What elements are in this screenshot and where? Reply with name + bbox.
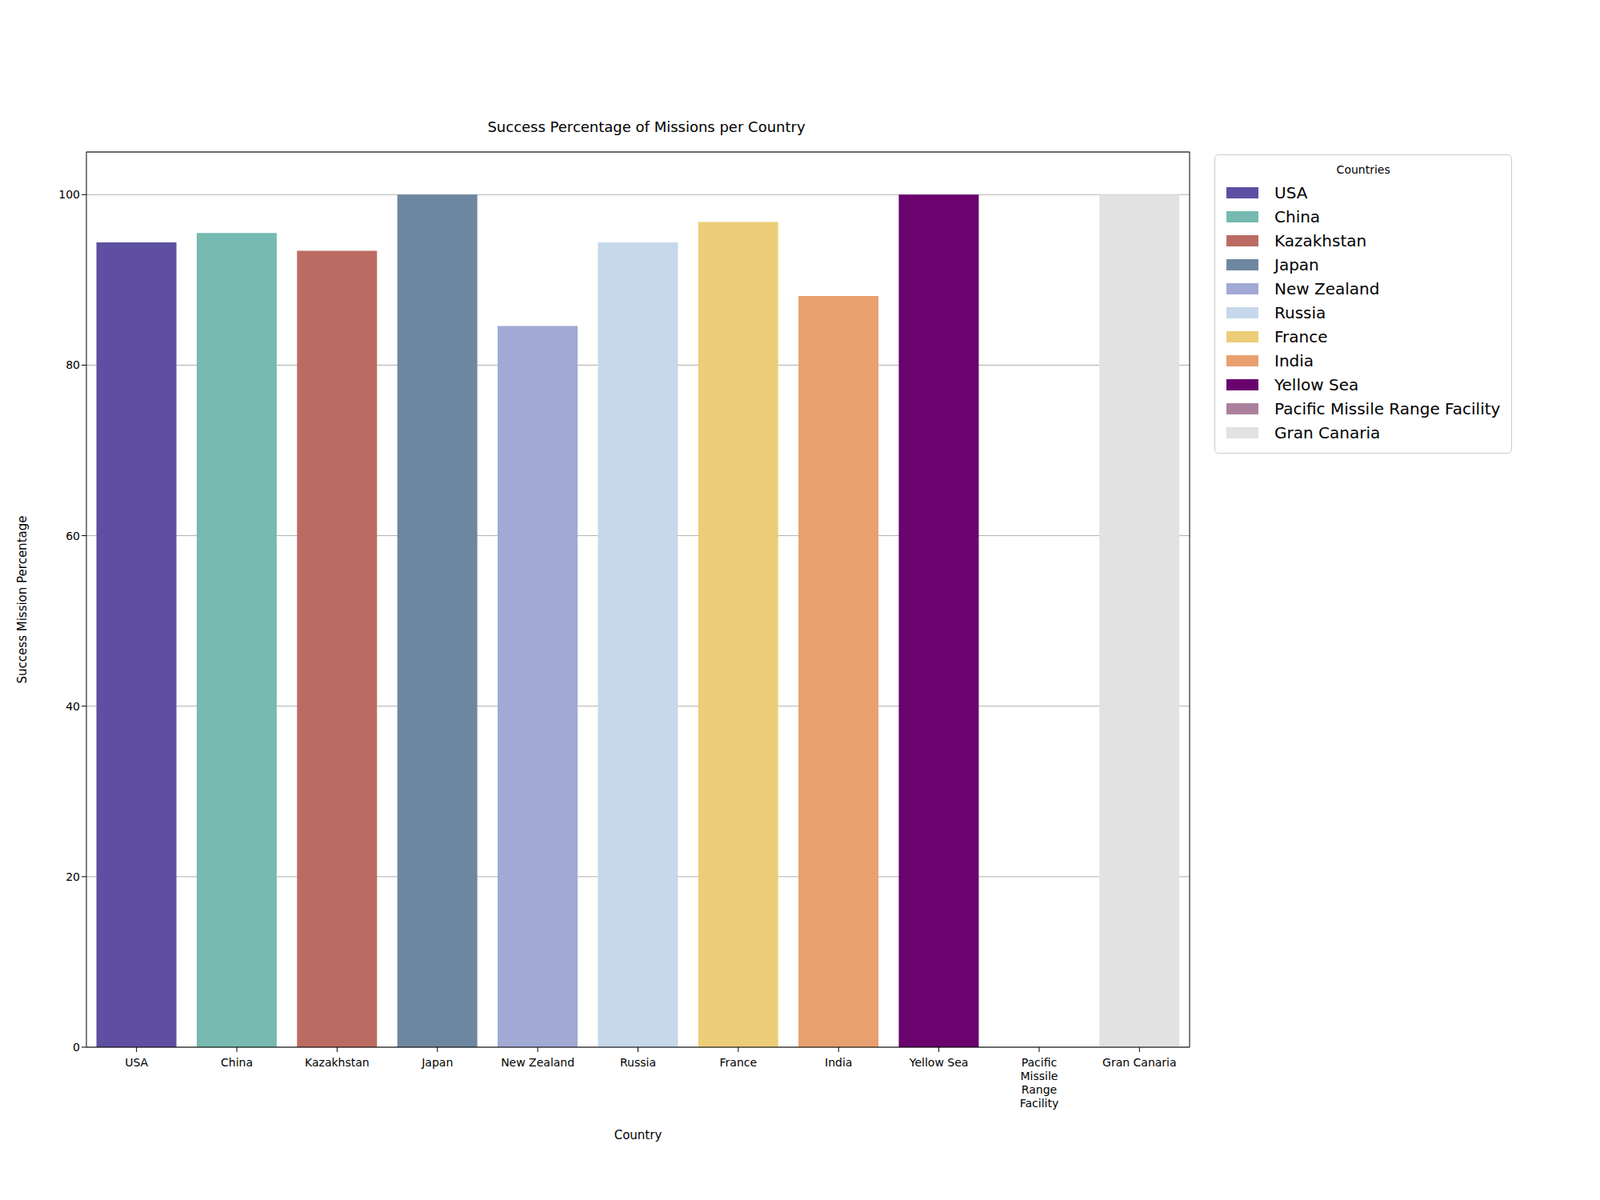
html-text:China: China	[1274, 207, 1321, 227]
svg-text:Gran Canaria: Gran Canaria	[1102, 1056, 1177, 1069]
html-text:India: India	[1274, 351, 1314, 371]
svg-text:100: 100	[58, 188, 80, 201]
html-text:Japan: Japan	[1274, 255, 1320, 275]
svg-text:USA: USA	[124, 1056, 148, 1069]
svg-text:Russia: Russia	[620, 1056, 656, 1069]
svg-text:40: 40	[65, 700, 80, 713]
html-text:Russia: Russia	[1274, 303, 1326, 323]
html-text:Pacific Missile Range Facility: Pacific Missile Range Facility	[1274, 399, 1501, 419]
svg-text:0: 0	[72, 1040, 80, 1054]
html-text:USA: USA	[1274, 183, 1308, 203]
svg-text:New Zealand: New Zealand	[500, 1056, 575, 1069]
svg-text:Country: Country	[614, 1128, 663, 1143]
html-text:Kazakhstan: Kazakhstan	[1274, 231, 1367, 251]
html-text:Gran Canaria: Gran Canaria	[1274, 423, 1381, 443]
svg-text:Japan: Japan	[420, 1056, 453, 1069]
svg-text:Kazakhstan: Kazakhstan	[304, 1056, 370, 1069]
svg-text:Success Mission Percentage: Success Mission Percentage	[15, 516, 30, 684]
svg-text:60: 60	[65, 529, 80, 543]
svg-text:Yellow Sea: Yellow Sea	[908, 1056, 969, 1069]
svg-text:PacificMissileRangeFacility: PacificMissileRangeFacility	[1020, 1056, 1060, 1110]
html-text:Countries: Countries	[1336, 163, 1391, 176]
html-text:New Zealand: New Zealand	[1274, 279, 1380, 299]
svg-text:China: China	[220, 1056, 253, 1069]
svg-text:80: 80	[65, 358, 80, 372]
svg-text:20: 20	[65, 870, 80, 884]
html-text:France: France	[1274, 327, 1328, 347]
html-text:Yellow Sea: Yellow Sea	[1274, 375, 1359, 395]
svg-text:India: India	[824, 1056, 852, 1069]
html-text:Success Percentage of Missions: Success Percentage of Missions per Count…	[487, 118, 806, 136]
svg-text:France: France	[720, 1056, 758, 1069]
